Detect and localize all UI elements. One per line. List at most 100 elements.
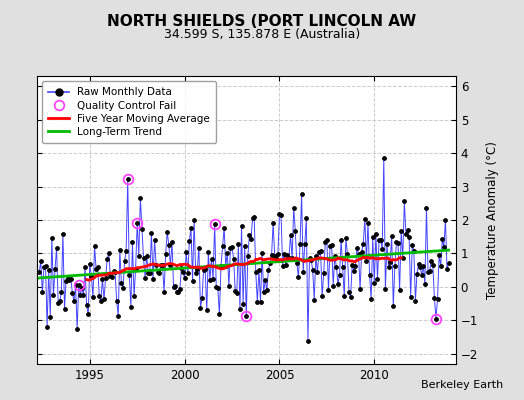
Point bbox=[195, 244, 203, 251]
Point bbox=[165, 242, 173, 248]
Point bbox=[237, 223, 246, 229]
Point bbox=[408, 241, 417, 248]
Point bbox=[223, 250, 232, 256]
Point bbox=[261, 277, 269, 283]
Point bbox=[384, 264, 392, 270]
Point bbox=[133, 220, 141, 226]
Point bbox=[56, 298, 64, 304]
Point bbox=[38, 289, 47, 296]
Point bbox=[219, 243, 227, 250]
Point bbox=[125, 272, 134, 278]
Point bbox=[281, 262, 290, 268]
Point bbox=[323, 237, 331, 243]
Point bbox=[294, 274, 303, 280]
Point bbox=[424, 269, 432, 276]
Point bbox=[278, 263, 287, 270]
Point bbox=[425, 268, 434, 274]
Point bbox=[289, 205, 298, 211]
Point bbox=[375, 237, 383, 243]
Point bbox=[376, 236, 385, 243]
Point bbox=[328, 242, 336, 249]
Point bbox=[100, 296, 108, 303]
Point bbox=[396, 287, 404, 293]
Point bbox=[318, 293, 326, 300]
Point bbox=[62, 278, 70, 284]
Point bbox=[108, 274, 116, 280]
Point bbox=[364, 220, 372, 226]
Point bbox=[40, 264, 48, 270]
Point bbox=[92, 266, 100, 272]
Point bbox=[102, 274, 110, 281]
Point bbox=[90, 243, 99, 249]
Point bbox=[116, 247, 124, 253]
Point bbox=[79, 292, 88, 298]
Point bbox=[52, 244, 61, 251]
Point bbox=[353, 245, 361, 251]
Point bbox=[430, 294, 439, 301]
Point bbox=[302, 215, 311, 221]
Point bbox=[70, 298, 78, 304]
Point bbox=[403, 226, 412, 233]
Point bbox=[187, 224, 195, 231]
Point bbox=[342, 235, 350, 242]
Point bbox=[296, 241, 304, 248]
Point bbox=[400, 198, 409, 204]
Point bbox=[309, 266, 317, 273]
Point bbox=[48, 234, 56, 241]
Point bbox=[259, 289, 268, 296]
Point bbox=[96, 298, 105, 304]
Point bbox=[172, 289, 181, 295]
Point bbox=[113, 298, 121, 304]
Point bbox=[160, 289, 168, 295]
Point bbox=[286, 232, 294, 238]
Point bbox=[141, 274, 149, 281]
Point bbox=[163, 229, 171, 236]
Point bbox=[332, 264, 341, 270]
Point bbox=[370, 280, 378, 287]
Point bbox=[161, 251, 170, 257]
Point bbox=[185, 238, 193, 244]
Text: Berkeley Earth: Berkeley Earth bbox=[421, 380, 503, 390]
Point bbox=[124, 176, 132, 182]
Point bbox=[274, 251, 282, 258]
Point bbox=[244, 253, 252, 259]
Point bbox=[46, 314, 54, 320]
Point bbox=[389, 303, 398, 309]
Point bbox=[174, 289, 182, 295]
Point bbox=[93, 264, 102, 270]
Point bbox=[372, 230, 380, 237]
Point bbox=[315, 248, 323, 255]
Point bbox=[78, 285, 86, 292]
Point bbox=[179, 268, 187, 275]
Point bbox=[383, 241, 391, 248]
Point bbox=[407, 294, 415, 300]
Point bbox=[443, 266, 451, 272]
Point bbox=[121, 258, 129, 265]
Point bbox=[444, 260, 453, 266]
Point bbox=[214, 285, 222, 291]
Point bbox=[98, 276, 106, 282]
Point bbox=[359, 241, 367, 247]
Point bbox=[128, 239, 137, 246]
Point bbox=[337, 236, 345, 243]
Point bbox=[280, 250, 288, 257]
Point bbox=[152, 262, 160, 268]
Point bbox=[367, 296, 375, 302]
Point bbox=[266, 260, 274, 266]
Legend: Raw Monthly Data, Quality Control Fail, Five Year Moving Average, Long-Term Tren: Raw Monthly Data, Quality Control Fail, … bbox=[42, 81, 216, 143]
Point bbox=[272, 254, 280, 261]
Point bbox=[288, 255, 296, 261]
Point bbox=[304, 337, 312, 344]
Point bbox=[313, 269, 322, 276]
Point bbox=[127, 304, 135, 310]
Point bbox=[299, 268, 308, 275]
Point bbox=[386, 258, 395, 265]
Point bbox=[255, 266, 263, 273]
Point bbox=[130, 293, 138, 300]
Point bbox=[435, 252, 443, 258]
Point bbox=[365, 272, 374, 278]
Point bbox=[343, 251, 352, 257]
Point bbox=[204, 249, 213, 256]
Point bbox=[421, 281, 429, 287]
Point bbox=[67, 275, 75, 282]
